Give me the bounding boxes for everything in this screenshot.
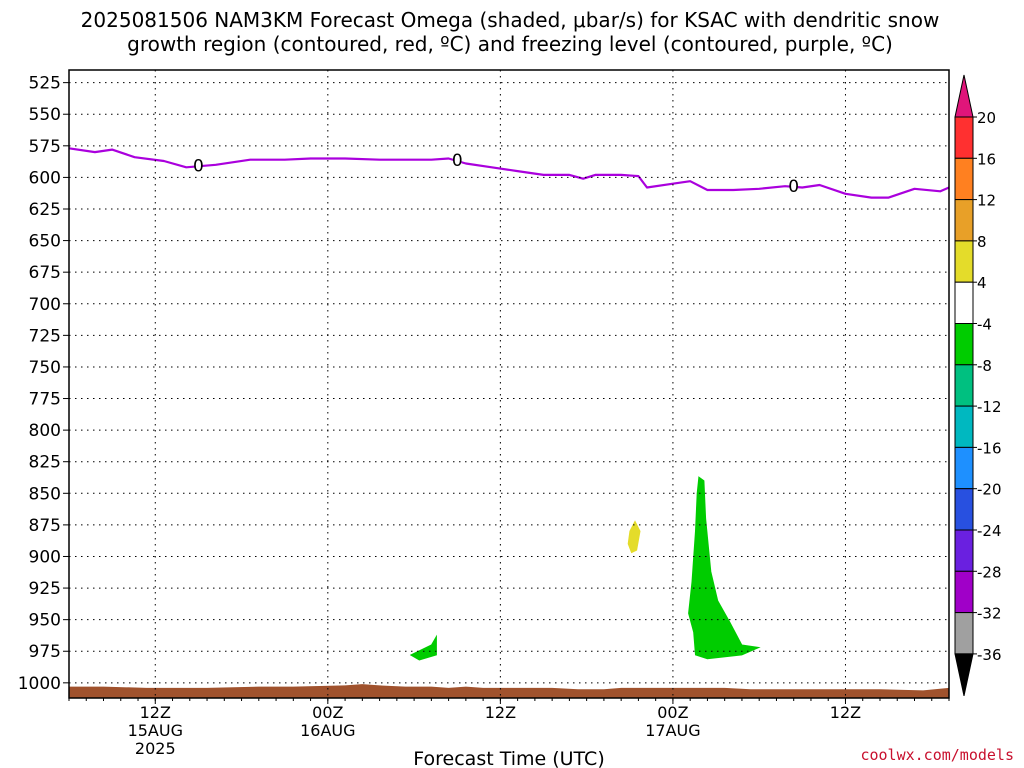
y-tick-label: 575 <box>29 137 61 157</box>
omega-area-2 <box>627 520 641 554</box>
x-tick-year: 2025 <box>135 739 176 758</box>
colorbar-segment <box>954 612 974 655</box>
plot-frame <box>68 69 950 699</box>
colorbar-segment <box>954 364 974 407</box>
colorbar-label: -32 <box>977 605 1002 623</box>
colorbar-segment <box>954 116 974 159</box>
omega-area-3 <box>688 476 761 660</box>
colorbar-segment <box>954 199 974 242</box>
y-tick-label: 650 <box>29 232 61 252</box>
x-tick-date: 15AUG <box>128 721 183 740</box>
y-tick-label: 600 <box>29 168 61 188</box>
freezing-level-line <box>68 147 950 199</box>
x-tick-label: 12Z <box>830 703 861 722</box>
colorbar-segment <box>954 281 974 325</box>
x-tick-label: 12Z <box>140 703 171 722</box>
y-axis: 525 550 575 600 625 650 675 700 725 750 775 800 825 8… <box>18 74 69 694</box>
y-tick-label: 800 <box>29 421 61 441</box>
x-tick-label: 12Z <box>485 703 516 722</box>
title-line-2: growth region (contoured, red, ºC) and f… <box>127 32 893 56</box>
y-tick-label: 725 <box>29 326 61 346</box>
colorbar-label: -20 <box>977 481 1002 499</box>
colorbar-label: -8 <box>977 357 992 375</box>
colorbar-segment <box>954 570 974 614</box>
colorbar-label: -28 <box>977 563 1002 581</box>
colorbar-segment <box>954 405 974 448</box>
colorbar-bottom-arrow <box>954 653 974 697</box>
terrain-area <box>69 684 949 698</box>
y-tick-label: 750 <box>29 358 61 378</box>
colorbar-label: -36 <box>977 646 1002 664</box>
plot-area: 0 0 0 <box>68 147 950 698</box>
title-line-1: 2025081506 NAM3KM Forecast Omega (shaded… <box>81 8 940 32</box>
colorbar-top-arrow <box>954 74 974 118</box>
freezing-label-bg <box>789 179 798 193</box>
colorbar-label: -12 <box>977 398 1002 416</box>
y-tick-label: 825 <box>29 453 61 473</box>
chart-title: 2025081506 NAM3KM Forecast Omega (shaded… <box>81 8 940 56</box>
colorbar-segment <box>954 446 974 490</box>
y-tick-label: 875 <box>29 516 61 536</box>
freezing-level-label: 0 <box>788 177 799 197</box>
freezing-label-bg <box>453 153 462 167</box>
freezing-label-bg <box>194 159 203 173</box>
y-tick-label: 950 <box>29 611 61 631</box>
colorbar-label: 4 <box>977 274 987 292</box>
colorbar-label: -16 <box>977 439 1002 457</box>
x-tick-label: 00Z <box>312 703 343 722</box>
colorbar-label: -24 <box>977 522 1002 540</box>
y-tick-label: 675 <box>29 263 61 283</box>
colorbar: 20 16 12 8 4 -4 -8 -12 -16 -20 -24 -28 -32 -36 <box>954 74 1002 697</box>
freezing-level-label: 0 <box>193 156 204 176</box>
y-tick-label: 975 <box>29 642 61 662</box>
freezing-level-label: 0 <box>452 151 463 171</box>
y-tick-label: 550 <box>29 105 61 125</box>
y-tick-label: 850 <box>29 484 61 504</box>
y-tick-label: 775 <box>29 390 61 410</box>
y-tick-label: 925 <box>29 579 61 599</box>
colorbar-label: 12 <box>977 192 996 210</box>
colorbar-segment <box>954 157 974 201</box>
colorbar-segment <box>954 529 974 572</box>
y-tick-label: 900 <box>29 547 61 567</box>
y-tick-label: 1000 <box>18 674 61 694</box>
y-tick-label: 700 <box>29 295 61 315</box>
y-tick-label: 525 <box>29 74 61 94</box>
gridlines <box>69 70 949 698</box>
omega-area-1 <box>409 634 437 661</box>
x-axis-title: Forecast Time (UTC) <box>413 748 604 768</box>
colorbar-segment <box>954 323 974 366</box>
colorbar-label: -4 <box>977 316 992 334</box>
colorbar-segment <box>954 488 974 531</box>
credit-text: coolwx.com/models <box>860 746 1014 764</box>
x-tick-date: 17AUG <box>645 721 700 740</box>
y-tick-label: 625 <box>29 200 61 220</box>
colorbar-segment <box>954 240 974 283</box>
x-tick-label: 00Z <box>657 703 688 722</box>
colorbar-label: 16 <box>977 150 996 168</box>
x-tick-date: 16AUG <box>300 721 355 740</box>
colorbar-label: 8 <box>977 233 987 251</box>
colorbar-label: 20 <box>977 109 996 127</box>
